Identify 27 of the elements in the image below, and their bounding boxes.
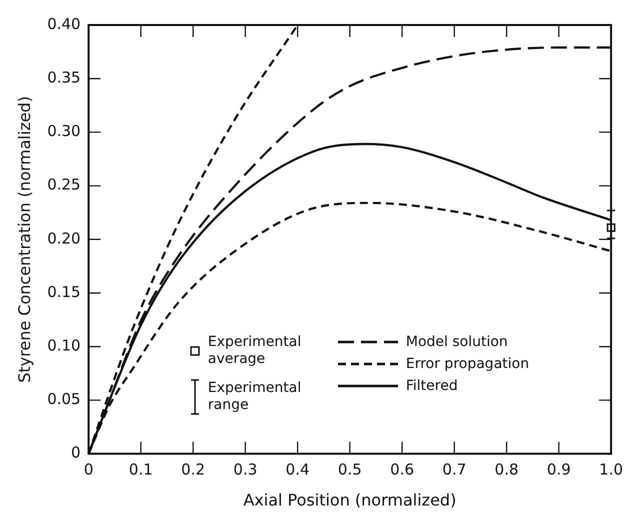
x-tick-label: 0.9 xyxy=(546,460,571,479)
x-tick-label: 0.6 xyxy=(390,460,414,479)
x-tick-label: 0.4 xyxy=(286,460,310,479)
x-tick-label: 0.5 xyxy=(338,460,362,479)
y-tick-label: 0.40 xyxy=(47,14,81,33)
legend-label: Model solution xyxy=(406,334,508,350)
x-tick-label: 0.3 xyxy=(233,460,258,479)
x-tick-label: 0.7 xyxy=(442,460,466,479)
x-tick-label: 0.8 xyxy=(494,460,519,479)
legend-label: Experimental average xyxy=(208,334,302,368)
x-tick-label: 0.1 xyxy=(128,460,153,479)
y-tick-label: 0.05 xyxy=(47,390,81,408)
x-axis-title: Axial Position (normalized) xyxy=(243,490,456,510)
y-tick-label: 0.10 xyxy=(47,336,81,354)
x-tick-label: 0 xyxy=(84,460,94,479)
y-tick-label: 0.30 xyxy=(47,122,81,140)
y-tick-label: 0.20 xyxy=(47,229,81,248)
y-tick-label: 0.15 xyxy=(47,282,81,301)
x-tick-label: 1.0 xyxy=(599,460,623,479)
y-tick-label: 0 xyxy=(71,444,81,462)
y-axis-title: Styrene Concentration (normalized) xyxy=(14,96,34,383)
legend-label: Error propagation xyxy=(406,356,530,372)
y-tick-label: 0.35 xyxy=(47,68,81,86)
annotation: Experimental range xyxy=(208,380,302,414)
y-tick-label: 0.25 xyxy=(47,176,81,194)
x-tick-label: 0.2 xyxy=(181,460,206,479)
legend-label: Filtered xyxy=(406,378,458,394)
